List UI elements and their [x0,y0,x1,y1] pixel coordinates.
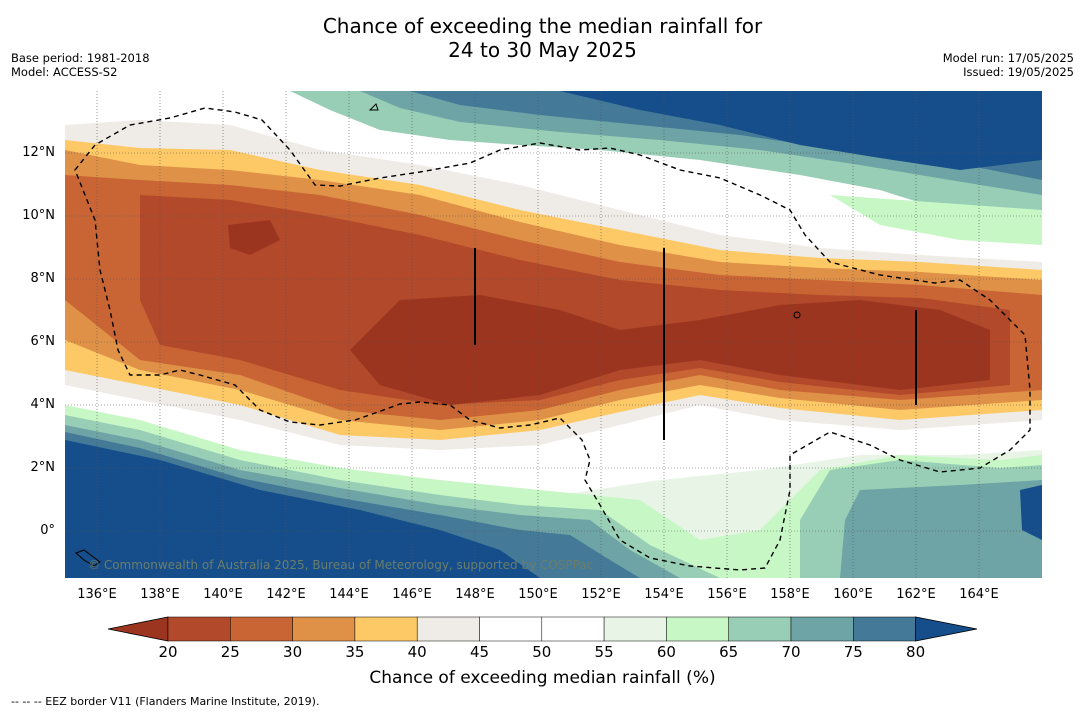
south-east-core [1020,485,1042,540]
colorbar-tick-label: 40 [407,643,427,661]
copyright-notice: © Commonwealth of Australia 2025, Bureau… [88,558,594,572]
lon-tick-label: 144°E [329,587,369,602]
colorbar-tick-label: 75 [843,643,863,661]
south-band-75b [840,480,1042,578]
map-field [65,91,1042,578]
colorbar-tick-label: 80 [906,643,926,661]
lat-tick-label: 8°N [30,271,56,286]
colorbar-arrow-high [915,616,978,642]
eez-border [74,107,1031,571]
dry-band-core [350,295,990,405]
lon-tick-label: 142°E [266,587,306,602]
lon-tick-label: 162°E [896,587,936,602]
colorbar-tick-label: 30 [283,643,303,661]
lon-tick-label: 154°E [644,587,684,602]
dry-core-2 [228,220,280,255]
model-run: Model run: 17/05/2025 [942,51,1074,65]
base-period: Base period: 1981-2018 [11,51,150,65]
title-line-2: 24 to 30 May 2025 [448,38,637,62]
north-wet-zone-4 [560,91,1042,170]
lat-tick-label: 2°N [30,460,56,475]
lon-tick-label: 160°E [833,587,873,602]
lon-tick-label: 158°E [770,587,810,602]
colorbar-segment [230,616,293,642]
chart-title: Chance of exceeding the median rainfall … [0,14,1085,62]
colorbar-segment [167,616,231,642]
colorbar-arrow-low [107,616,169,642]
colorbar-tick-label: 60 [656,643,676,661]
title-line-1: Chance of exceeding the median rainfall … [322,14,763,38]
lon-tick-label: 140°E [203,587,243,602]
meta-left: Base period: 1981-2018 Model: ACCESS-S2 [11,51,150,79]
island-outline-nw [368,103,379,111]
model-name: Model: ACCESS-S2 [11,65,118,79]
colorbar-segment [416,616,480,642]
colorbar-tick-label: 70 [781,643,801,661]
colorbar-tick-label: 55 [594,643,614,661]
north-green-patch [830,195,1042,245]
island-outline-sw [75,549,101,567]
lon-tick-label: 156°E [707,587,747,602]
colorbar-segment [790,616,854,642]
meta-right: Model run: 17/05/2025 Issued: 19/05/2025 [943,51,1074,79]
lon-tick-label: 164°E [959,587,999,602]
island-outline [793,311,801,319]
colorbar-segment [479,616,543,642]
issued-date: Issued: 19/05/2025 [963,65,1074,79]
colorbar-tick-label: 25 [220,643,240,661]
lat-tick-label: 4°N [30,397,56,412]
lon-tick-label: 146°E [392,587,432,602]
lon-tick-label: 152°E [581,587,621,602]
colorbar-segment [541,616,605,642]
lon-tick-label: 148°E [455,587,495,602]
lat-grid [65,152,1042,532]
colorbar-tick-label: 20 [158,643,178,661]
lat-tick-label: 0° [40,523,55,538]
eez-footnote: -- -- -- EEZ border V11 (Flanders Marine… [11,695,320,708]
lon-tick-label: 138°E [140,587,180,602]
colorbar-segment [666,616,729,642]
colorbar-tick-label: 45 [469,643,490,661]
lat-tick-label: 10°N [22,208,55,223]
colorbar-tick-label: 50 [532,643,552,661]
colorbar-segment [853,616,916,642]
colorbar-segment [354,616,418,642]
colorbar-segment [603,616,667,642]
lon-tick-label: 150°E [518,587,558,602]
colorbar-tick-label: 35 [345,643,365,661]
lat-tick-label: 6°N [30,334,56,349]
lat-tick-label: 12°N [22,145,55,160]
colorbar-label: Chance of exceeding median rainfall (%) [369,668,716,688]
colorbar-tick-label: 65 [719,643,739,661]
lon-tick-label: 136°E [77,587,117,602]
colorbar-segment [292,616,356,642]
south-band-core [65,440,540,578]
colorbar-segment [728,616,792,642]
